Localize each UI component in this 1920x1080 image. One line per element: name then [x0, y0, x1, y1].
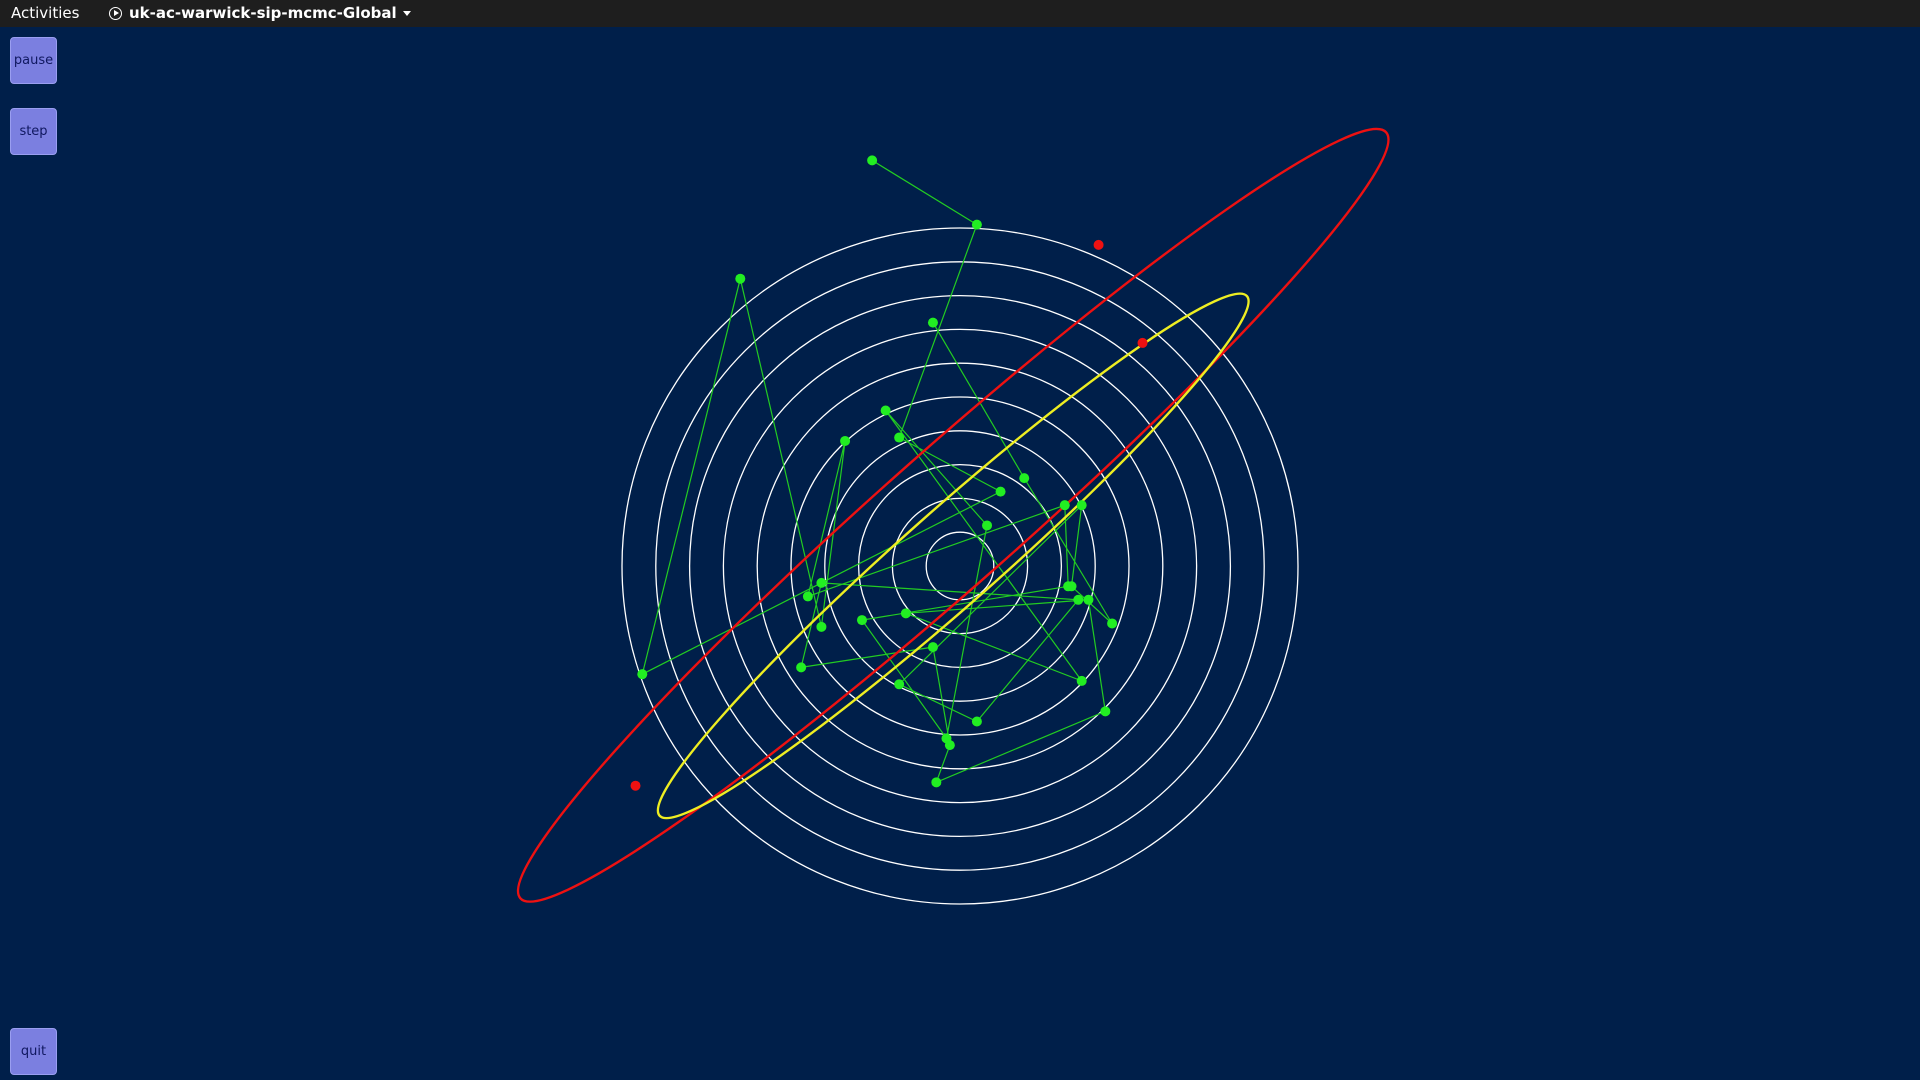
pause-button[interactable]: pause [10, 37, 57, 84]
ring-circle [722, 328, 1198, 804]
ring-circle [824, 430, 1096, 702]
ring-circle [621, 227, 1299, 905]
sample-point [1066, 581, 1077, 592]
sample-point [796, 662, 807, 673]
sample-point [1076, 675, 1087, 686]
sample-point [1100, 706, 1111, 717]
caret-down-icon [402, 10, 411, 16]
sample-point [1083, 594, 1094, 605]
sample-point [1076, 500, 1087, 511]
ellipse-marker [630, 780, 641, 791]
sample-point [894, 679, 905, 690]
sample-point [931, 777, 942, 788]
app-menu[interactable]: uk-ac-warwick-sip-mcmc-Global [109, 4, 411, 22]
yellow-ellipse [656, 292, 1250, 820]
sample-point [1073, 594, 1084, 605]
mcmc-chain-path [641, 159, 1113, 784]
play-circle-icon [109, 6, 122, 20]
ring-circle [655, 261, 1265, 871]
sample-point [637, 669, 648, 680]
step-button[interactable]: step [10, 108, 57, 155]
sample-point [1107, 618, 1118, 629]
ring-circle [790, 396, 1130, 736]
quit-button[interactable]: quit [10, 1028, 57, 1075]
sample-point [927, 642, 938, 653]
top-bar: Activities uk-ac-warwick-sip-mcmc-Global [0, 0, 1920, 27]
sample-point [802, 591, 813, 602]
ring-circle [688, 294, 1232, 838]
red-ellipse [516, 127, 1390, 903]
sample-point [816, 577, 827, 588]
ellipse-marker [1093, 239, 1104, 250]
app-title: uk-ac-warwick-sip-mcmc-Global [129, 4, 397, 22]
sample-point [735, 273, 746, 284]
sample-point [971, 219, 982, 230]
sample-point [982, 520, 993, 531]
sample-point [1019, 473, 1030, 484]
sample-point [1059, 500, 1070, 511]
chain-line [641, 159, 1113, 784]
sample-point [927, 317, 938, 328]
sample-point [944, 740, 955, 751]
sample-point [867, 155, 878, 166]
sample-point [880, 405, 891, 416]
sample-point [894, 432, 905, 443]
sample-point [971, 716, 982, 727]
ring-circle [756, 362, 1164, 770]
sample-point [816, 621, 827, 632]
concentric-rings [621, 227, 1299, 905]
sample-point [900, 608, 911, 619]
sample-point [995, 486, 1006, 497]
activities-button[interactable]: Activities [11, 4, 80, 22]
sample-point [840, 435, 851, 446]
mcmc-sample-points [637, 155, 1118, 788]
sample-point [856, 615, 867, 626]
ellipse-marker [1137, 337, 1148, 348]
ellipse-overlay [516, 127, 1390, 903]
simulation-canvas [516, 127, 1390, 905]
